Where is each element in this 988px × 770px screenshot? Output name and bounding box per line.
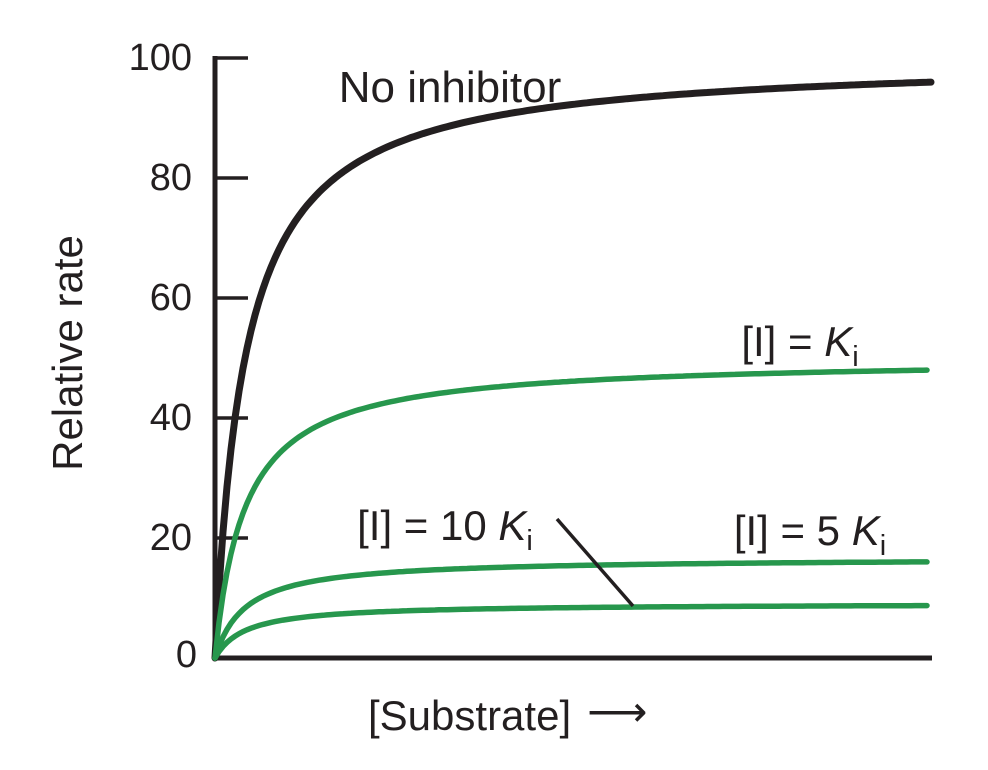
- label-no-inhibitor: No inhibitor: [339, 63, 562, 112]
- x-axis-title: [Substrate] ⟶: [368, 687, 647, 739]
- x-axis-title-text: [Substrate]: [368, 692, 571, 739]
- tick-label-20: 20: [150, 517, 192, 559]
- leader-line: [555, 517, 635, 608]
- tick-label-0: 0: [176, 634, 197, 676]
- curve-inhibitor-equals-10ki: [212, 602, 930, 661]
- label-5ki: [I] = 5 Ki: [734, 507, 886, 562]
- y-axis-title: Relative rate: [44, 235, 91, 471]
- right-arrow-icon: ⟶: [587, 687, 647, 736]
- axes: [212, 56, 932, 661]
- y-axis-tick-labels: 100 80 60 40 20 0: [129, 37, 197, 676]
- curve-no-inhibitor: [211, 78, 935, 662]
- label-ki: [I] = Ki: [741, 318, 858, 373]
- curves: [211, 78, 935, 662]
- tick-label-40: 40: [150, 397, 192, 439]
- tick-label-60: 60: [150, 277, 192, 319]
- tick-label-100: 100: [129, 37, 192, 79]
- curve-inhibitor-equals-5ki: [212, 559, 930, 661]
- label-10ki: [I] = 10 Ki: [357, 502, 533, 557]
- tick-label-80: 80: [150, 157, 192, 199]
- curve-inhibitor-equals-ki: [212, 367, 930, 661]
